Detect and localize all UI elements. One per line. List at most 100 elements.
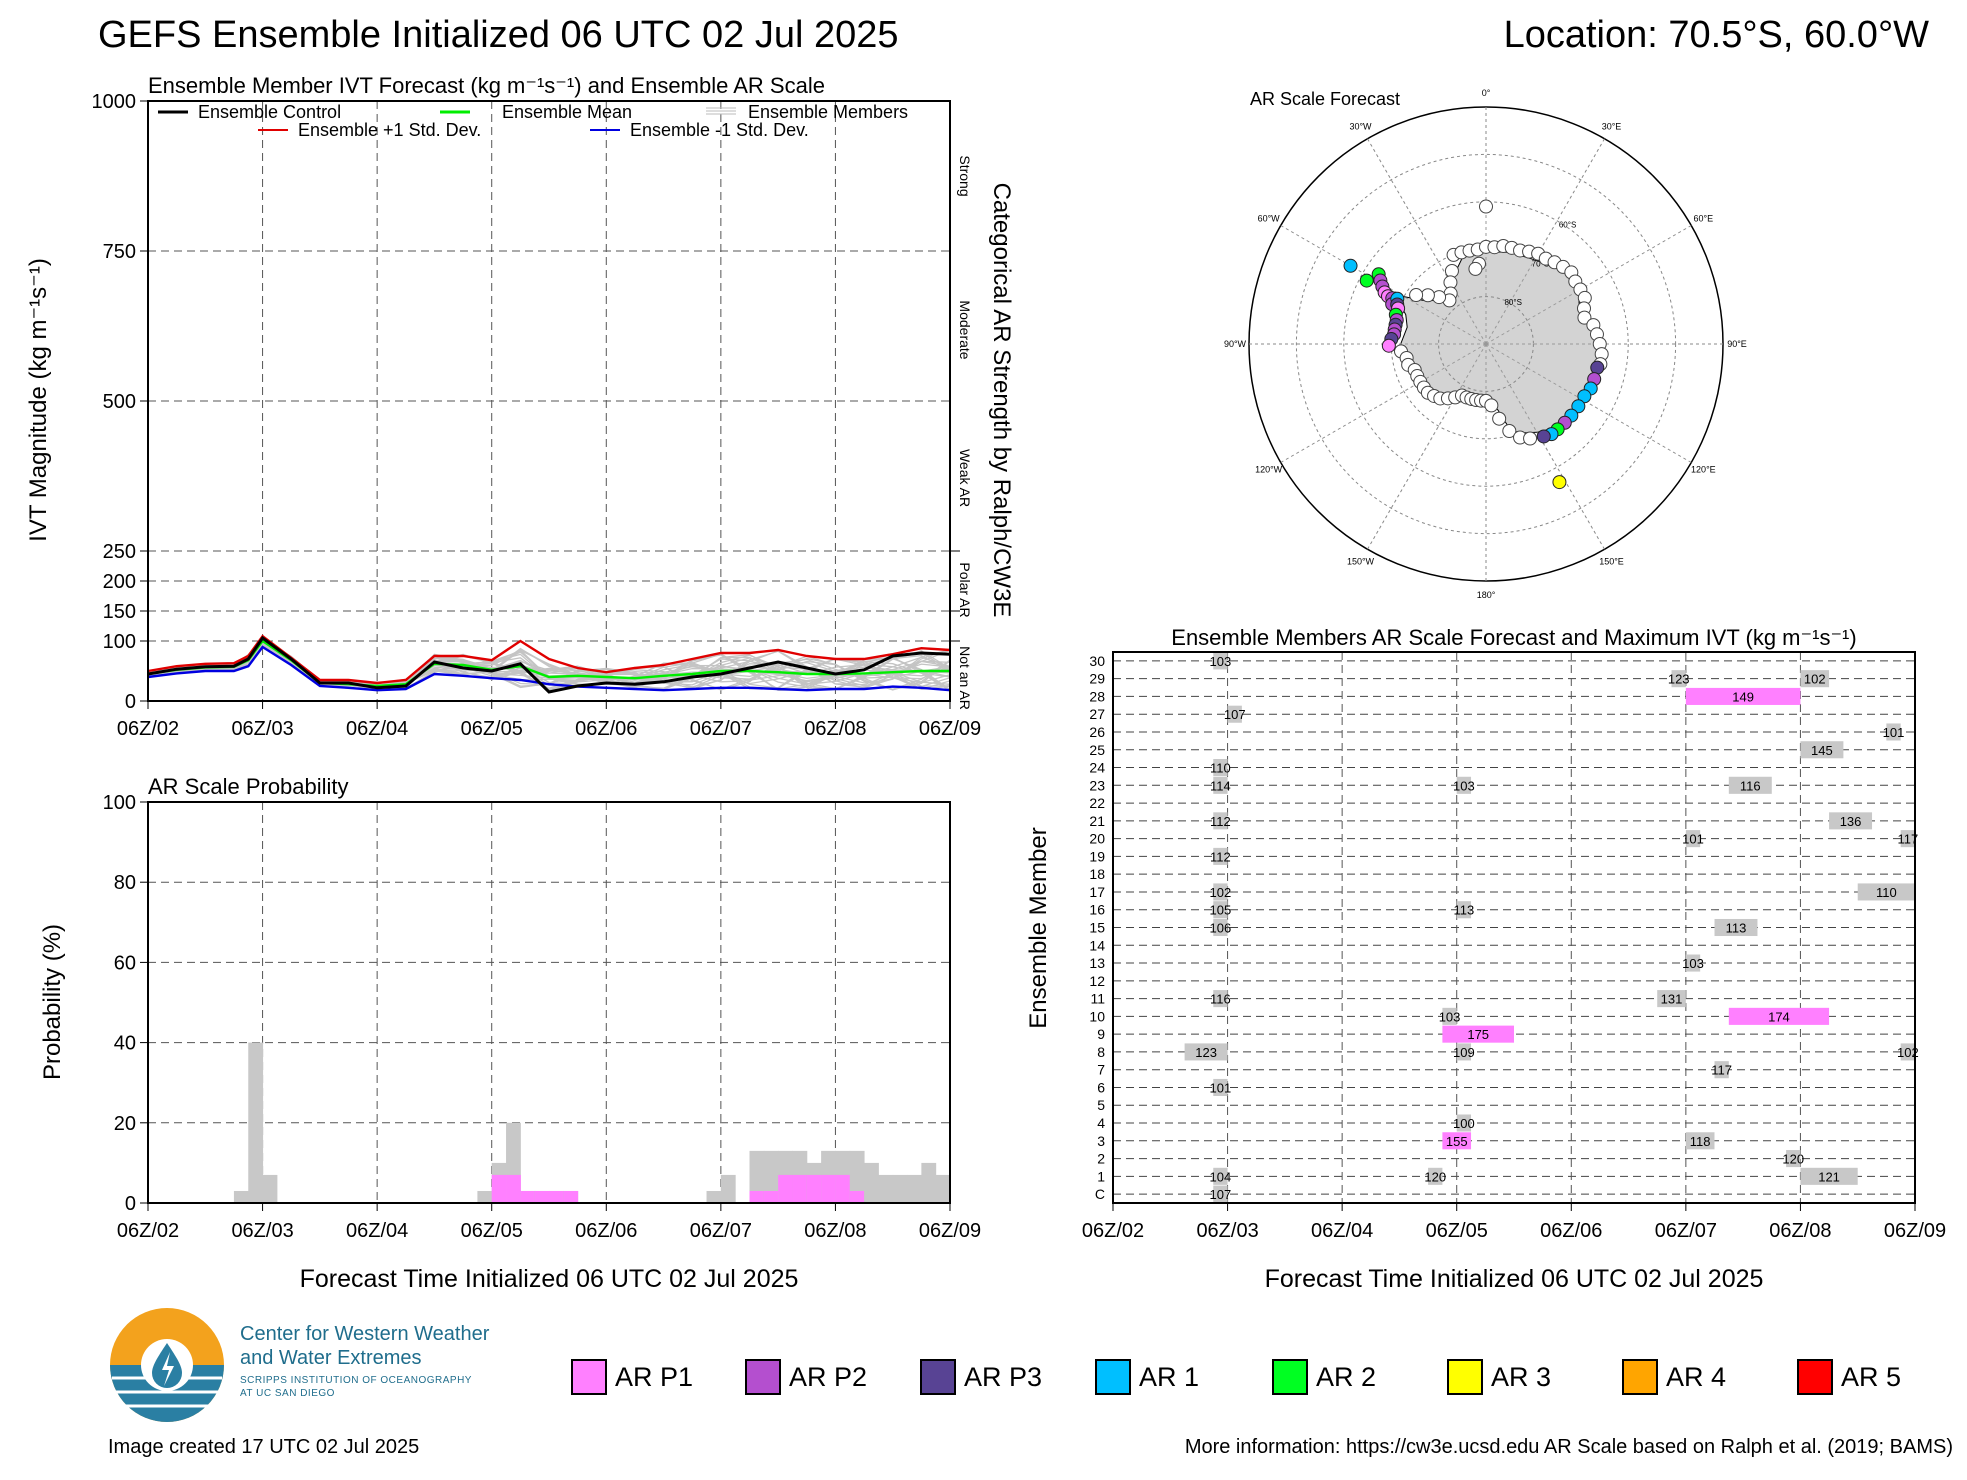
member-max-ivt-label: 102 — [1897, 1045, 1919, 1060]
legend-label-mean: Ensemble Mean — [502, 102, 632, 122]
map-point-no-ar — [1502, 423, 1517, 438]
probability-bar-ar-p1 — [520, 1190, 536, 1203]
map-point-ar-p1 — [1381, 338, 1396, 353]
probability-bar-any — [248, 1042, 264, 1203]
member-ar-event-bar — [1728, 776, 1772, 794]
member-ar-event-bar — [1213, 847, 1228, 865]
probability-bar-ar-p1 — [835, 1174, 851, 1203]
member-max-ivt-label: 113 — [1726, 921, 1747, 936]
probability-bar-any — [262, 1174, 278, 1203]
ivt-x-tick-label: 06Z/04 — [346, 718, 408, 740]
probability-bar-ar-p1 — [849, 1190, 865, 1203]
ivt-plot-frame — [147, 100, 951, 702]
member-row-label: 14 — [1089, 937, 1105, 953]
ivt-y-tick-label: 500 — [103, 391, 136, 413]
member-max-ivt-label: 112 — [1210, 814, 1231, 829]
series-line-ensemble-1-std-dev- — [147, 645, 951, 692]
map-longitude-label: 180° — [1477, 590, 1496, 600]
member-ar-event-bar — [1886, 723, 1901, 741]
map-point-no-ar — [1523, 431, 1538, 446]
map-meridian-inner — [1370, 343, 1487, 411]
map-point-no-ar — [1468, 261, 1483, 276]
ar-strength-category-label: Moderate — [957, 300, 973, 359]
logo-text: Center for Western Weather and Water Ext… — [240, 1322, 489, 1400]
member-row-label: 24 — [1089, 760, 1105, 776]
location-label: Location: 70.5°S, 60.0°W — [1503, 14, 1929, 56]
member-row-label: 29 — [1089, 671, 1105, 687]
probability-bar-ar-p1 — [778, 1174, 793, 1203]
member-ar-event-bar — [1456, 901, 1472, 919]
member-row-label: 18 — [1089, 866, 1105, 882]
member-row-label: 5 — [1097, 1097, 1105, 1113]
member-ar-event-bar — [1685, 1132, 1715, 1150]
map-longitude-label: 60°E — [1694, 214, 1714, 224]
probability-bar-ar-p1 — [506, 1174, 521, 1203]
page-title: GEFS Ensemble Initialized 06 UTC 02 Jul … — [98, 14, 899, 56]
member-max-ivt-label: 120 — [1424, 1169, 1446, 1184]
member-y-axis-label: Ensemble Member — [1025, 827, 1052, 1028]
member-max-ivt-label: 100 — [1453, 1116, 1475, 1131]
member-row-label: 28 — [1089, 688, 1105, 704]
logo-line-3: SCRIPPS INSTITUTION OF OCEANOGRAPHY — [240, 1375, 472, 1386]
ar-legend-label: AR P3 — [964, 1361, 1043, 1392]
member-row-label: 16 — [1089, 902, 1105, 918]
map-latitude-circle — [1343, 201, 1629, 487]
member-chart-title: Ensemble Members AR Scale Forecast and M… — [1171, 625, 1856, 650]
series-line-ensemble-control — [147, 635, 951, 694]
member-x-axis-label: Forecast Time Initialized 06 UTC 02 Jul … — [1265, 1265, 1764, 1293]
legend-label-minus: Ensemble -1 Std. Dev. — [630, 120, 809, 140]
member-max-ivt-label: 155 — [1446, 1134, 1468, 1149]
member-ar-event-bar — [1786, 1150, 1801, 1168]
ar-legend-label: AR 4 — [1666, 1361, 1727, 1392]
member-row-label: 9 — [1097, 1026, 1105, 1042]
member-row-label: 8 — [1097, 1044, 1105, 1060]
probability-bar-any — [233, 1190, 249, 1203]
ar-legend-item: AR 4 — [1622, 1358, 1726, 1396]
ar-legend-item: AR P1 — [571, 1358, 693, 1396]
member-row-label: 1 — [1097, 1168, 1105, 1184]
member-ar-event-bar — [1213, 918, 1228, 937]
member-x-tick-label: 06Z/02 — [1082, 1220, 1144, 1242]
map-latitude-label: 80°S — [1504, 298, 1521, 307]
logo-line-1: Center for Western Weather — [240, 1323, 490, 1345]
member-max-ivt-label: 112 — [1210, 849, 1231, 864]
member-x-tick-label: 06Z/06 — [1540, 1220, 1602, 1242]
prob-y-tick-label: 100 — [103, 792, 136, 814]
member-ar-event-bar — [1213, 812, 1228, 830]
map-point-no-ar — [1420, 288, 1435, 303]
logo-bolt-icon — [162, 1352, 174, 1386]
member-ar-event-bar — [1213, 1185, 1228, 1203]
member-row-label: 21 — [1089, 813, 1105, 829]
member-x-tick-label: 06Z/07 — [1655, 1220, 1717, 1242]
legend-label-control: Ensemble Control — [198, 102, 341, 122]
prob-y-axis-label: Probability (%) — [39, 924, 66, 1080]
member-ar-event-bar — [1213, 1167, 1228, 1185]
member-max-ivt-label: 107 — [1224, 707, 1246, 722]
member-ar-event-bar — [1657, 990, 1686, 1008]
legend-label-members: Ensemble Members — [748, 102, 908, 122]
member-row-label: C — [1095, 1186, 1105, 1202]
prob-x-tick-label: 06Z/05 — [461, 1220, 523, 1242]
probability-bar-ar-p1 — [749, 1190, 765, 1203]
map-latitude-label: 60°S — [1559, 221, 1576, 230]
member-ar-event-bar — [1227, 705, 1242, 723]
member-row-label: 4 — [1097, 1115, 1105, 1131]
prob-y-tick-label: 40 — [114, 1033, 136, 1055]
prob-y-tick-label: 80 — [114, 872, 136, 894]
map-point-ar-p3 — [1590, 360, 1605, 375]
map-point-no-ar — [1444, 263, 1459, 278]
ivt-x-tick-label: 06Z/02 — [117, 718, 179, 740]
legend-label-plus: Ensemble +1 Std. Dev. — [298, 120, 481, 140]
member-ar-event-bar — [1213, 883, 1228, 901]
member-max-ivt-label: 120 — [1782, 1152, 1804, 1167]
ivt-x-tick-label: 06Z/08 — [804, 718, 866, 740]
map-latitude-label: 70°S — [1532, 259, 1549, 268]
member-max-ivt-label: 114 — [1210, 778, 1231, 793]
prob-x-tick-label: 06Z/08 — [804, 1220, 866, 1242]
member-max-ivt-label: 121 — [1818, 1169, 1840, 1184]
map-longitude-label: 120°E — [1691, 465, 1716, 475]
map-longitude-label: 150°E — [1599, 556, 1624, 566]
member-max-ivt-label: 117 — [1897, 832, 1918, 847]
member-max-ivt-label: 123 — [1195, 1045, 1217, 1060]
